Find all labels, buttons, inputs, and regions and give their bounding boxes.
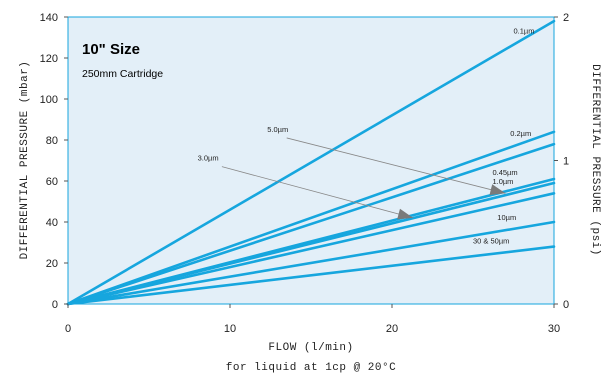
- y-tick-label: 120: [40, 53, 58, 65]
- x-tick-label: 30: [548, 323, 560, 335]
- y-tick-label: 40: [46, 217, 58, 229]
- series-line: [66, 245, 556, 306]
- x-tick-label: 0: [65, 323, 71, 335]
- x-axis-note: for liquid at 1cp @ 20°C: [226, 362, 396, 374]
- y2-tick-label: 2: [563, 12, 569, 24]
- series-line: [66, 192, 556, 306]
- annotation-label: 3.0µm: [198, 154, 219, 163]
- series-line: [66, 130, 556, 306]
- y-tick-label: 80: [46, 135, 58, 147]
- series-line: [66, 220, 556, 306]
- y2-tick-label: 0: [563, 299, 569, 311]
- x-axis-title: FLOW (l/min): [268, 342, 353, 354]
- y-tick-label: 20: [46, 258, 58, 270]
- annotation-leader-line: [221, 166, 414, 219]
- y-tick-label: 100: [40, 94, 58, 106]
- x-tick-label: 20: [386, 323, 398, 335]
- y-tick-label: 60: [46, 176, 58, 188]
- series-label: 0.1µm: [514, 26, 535, 35]
- annotation-layer: 5.0µm 3.0µm: [198, 125, 506, 220]
- chart-title: 10" Size: [82, 41, 140, 58]
- chart-subtitle: 250mm Cartridge: [82, 68, 163, 80]
- y-tick-label: 0: [52, 299, 58, 311]
- series-label: 10µm: [497, 213, 516, 222]
- y2-axis-title: DIFFERENTIAL PRESSURE (psi): [589, 64, 601, 256]
- annotation-arrowhead: [397, 208, 414, 220]
- annotation-leader-line: [286, 137, 506, 194]
- series-line: [66, 19, 556, 306]
- annotation-label: 5.0µm: [267, 125, 288, 134]
- series-line: [66, 181, 556, 306]
- annotation-arrowhead: [489, 184, 506, 195]
- series-label: 30 & 50µm: [473, 237, 509, 246]
- series-line: [66, 142, 556, 306]
- y2-tick-label: 1: [563, 156, 569, 168]
- x-tick-label: 10: [224, 323, 236, 335]
- series-label: 0.2µm: [510, 129, 531, 138]
- series-label: 0.45µm: [492, 168, 517, 177]
- y-axis-title: DIFFERENTIAL PRESSURE (mbar): [19, 61, 31, 260]
- series-label: 1.0µm: [492, 177, 513, 186]
- y-tick-label: 140: [40, 12, 58, 24]
